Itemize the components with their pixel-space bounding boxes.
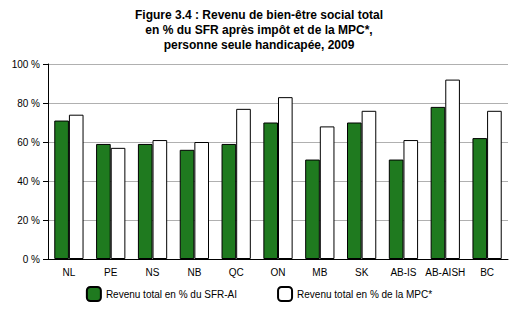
svg-text:Revenu total en % du SFR-AI: Revenu total en % du SFR-AI	[106, 289, 237, 300]
svg-text:Figure 3.4 : Revenu de bien-êt: Figure 3.4 : Revenu de bien-être social …	[135, 8, 383, 22]
svg-text:AB-AISH: AB-AISH	[425, 267, 465, 278]
svg-text:MB: MB	[312, 267, 327, 278]
svg-text:personne seule handicapée, 200: personne seule handicapée, 2009	[164, 38, 355, 52]
svg-text:Revenu total en % de la MPC*: Revenu total en % de la MPC*	[297, 289, 432, 300]
svg-text:100 %: 100 %	[12, 59, 40, 70]
svg-text:AB-IS: AB-IS	[390, 267, 416, 278]
svg-text:40 %: 40 %	[17, 176, 40, 187]
svg-text:en % du SFR après impôt et de: en % du SFR après impôt et de la MPC*,	[145, 23, 372, 37]
svg-text:60 %: 60 %	[17, 137, 40, 148]
svg-text:QC: QC	[229, 267, 244, 278]
svg-text:NS: NS	[146, 267, 160, 278]
svg-text:SK: SK	[355, 267, 369, 278]
svg-text:80 %: 80 %	[17, 98, 40, 109]
svg-text:PE: PE	[104, 267, 118, 278]
svg-text:20 %: 20 %	[17, 215, 40, 226]
svg-text:NL: NL	[63, 267, 76, 278]
svg-text:NB: NB	[187, 267, 201, 278]
svg-text:ON: ON	[271, 267, 286, 278]
svg-text:0 %: 0 %	[23, 254, 40, 265]
svg-text:BC: BC	[480, 267, 494, 278]
